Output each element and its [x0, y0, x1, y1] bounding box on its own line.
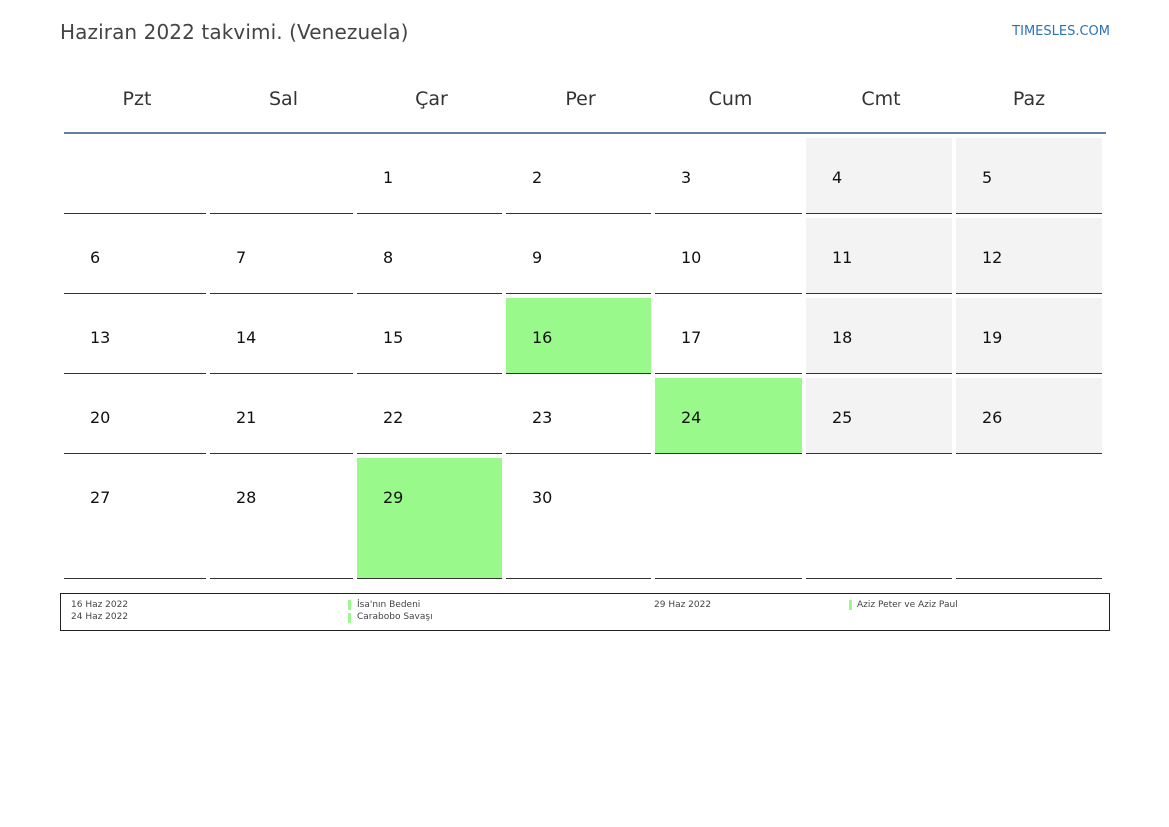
day-number: 9 — [532, 248, 543, 267]
day-number: 4 — [832, 168, 843, 187]
empty-day-cell — [956, 458, 1102, 579]
day-number: 12 — [982, 248, 1003, 267]
weekday-header-row: Pzt Sal Çar Per Cum Cmt Paz — [64, 70, 1106, 134]
day-cell[interactable]: 28 — [210, 458, 353, 579]
weekday-header: Sal — [269, 88, 298, 110]
day-cell[interactable]: 14 — [210, 298, 353, 374]
day-number: 25 — [832, 408, 853, 427]
day-number: 17 — [681, 328, 702, 347]
holiday-legend: 16 Haz 2022 İsa'nın Bedeni 24 Haz 2022 C… — [60, 593, 1110, 631]
day-cell[interactable]: 2 — [506, 138, 651, 214]
legend-holiday-name: İsa'nın Bedeni — [357, 600, 421, 610]
day-number: 16 — [532, 328, 553, 347]
day-cell-holiday[interactable]: 16 — [506, 298, 651, 374]
day-cell-holiday[interactable]: 29 — [357, 458, 502, 579]
week-row: 6 7 8 9 10 11 12 — [64, 218, 1106, 294]
week-row: 1 2 3 4 5 — [64, 138, 1106, 214]
week-row: 27 28 29 30 — [64, 458, 1106, 579]
legend-holiday-name: Carabobo Savaşı — [357, 612, 433, 622]
day-number: 19 — [982, 328, 1003, 347]
day-number: 11 — [832, 248, 853, 267]
day-cell-holiday[interactable]: 24 — [655, 378, 802, 454]
day-cell[interactable]: 26 — [956, 378, 1102, 454]
legend-color-marker — [348, 600, 351, 610]
day-cell[interactable]: 5 — [956, 138, 1102, 214]
day-number: 26 — [982, 408, 1003, 427]
calendar-grid: Pzt Sal Çar Per Cum Cmt Paz 1 2 3 4 5 6 7 8 9 10 11 12 13 1… — [64, 70, 1106, 583]
day-number: 23 — [532, 408, 553, 427]
week-row: 13 14 15 16 17 18 19 — [64, 298, 1106, 374]
weekday-header: Cum — [708, 88, 753, 110]
page-title: Haziran 2022 takvimi. (Venezuela) — [60, 20, 409, 44]
day-number: 30 — [532, 488, 553, 507]
day-number: 7 — [236, 248, 247, 267]
empty-day-cell — [210, 138, 353, 214]
weekday-header: Per — [565, 88, 596, 110]
day-number: 27 — [90, 488, 111, 507]
empty-day-cell — [806, 458, 952, 579]
day-number: 10 — [681, 248, 702, 267]
weekday-header: Cmt — [861, 88, 901, 110]
day-number: 15 — [383, 328, 404, 347]
day-cell[interactable]: 7 — [210, 218, 353, 294]
day-cell[interactable]: 20 — [64, 378, 206, 454]
weekday-header: Pzt — [122, 88, 152, 110]
day-cell[interactable]: 22 — [357, 378, 502, 454]
day-number: 24 — [681, 408, 702, 427]
day-cell[interactable]: 27 — [64, 458, 206, 579]
day-cell[interactable]: 13 — [64, 298, 206, 374]
day-number: 18 — [832, 328, 853, 347]
day-number: 8 — [383, 248, 394, 267]
day-cell[interactable]: 6 — [64, 218, 206, 294]
day-cell[interactable]: 3 — [655, 138, 802, 214]
day-cell[interactable]: 9 — [506, 218, 651, 294]
legend-color-marker — [348, 613, 351, 623]
day-number: 1 — [383, 168, 394, 187]
day-number: 20 — [90, 408, 111, 427]
day-cell[interactable]: 12 — [956, 218, 1102, 294]
day-number: 13 — [90, 328, 111, 347]
day-cell[interactable]: 4 — [806, 138, 952, 214]
day-cell[interactable]: 21 — [210, 378, 353, 454]
weekday-header: Paz — [1012, 88, 1046, 110]
day-number: 3 — [681, 168, 692, 187]
brand-link[interactable]: TIMESLES.COM — [1012, 24, 1110, 39]
day-cell[interactable]: 17 — [655, 298, 802, 374]
day-cell[interactable]: 15 — [357, 298, 502, 374]
calendar-weeks: 1 2 3 4 5 6 7 8 9 10 11 12 13 14 15 16 17 18 19 20 21 22 23 24 2… — [64, 138, 1106, 583]
day-number: 14 — [236, 328, 257, 347]
day-cell[interactable]: 11 — [806, 218, 952, 294]
day-number: 2 — [532, 168, 543, 187]
legend-date: 16 Haz 2022 — [71, 600, 129, 610]
empty-day-cell — [655, 458, 802, 579]
legend-date: 24 Haz 2022 — [71, 612, 129, 622]
legend-color-marker — [849, 600, 852, 610]
day-cell[interactable]: 30 — [506, 458, 651, 579]
empty-day-cell — [64, 138, 206, 214]
day-number: 22 — [383, 408, 404, 427]
day-cell[interactable]: 25 — [806, 378, 952, 454]
legend-holiday-name: Aziz Peter ve Aziz Paul — [857, 600, 958, 610]
day-number: 21 — [236, 408, 257, 427]
day-cell[interactable]: 10 — [655, 218, 802, 294]
day-cell[interactable]: 1 — [357, 138, 502, 214]
day-number: 6 — [90, 248, 101, 267]
day-cell[interactable]: 8 — [357, 218, 502, 294]
day-number: 29 — [383, 488, 404, 507]
week-row: 20 21 22 23 24 25 26 — [64, 378, 1106, 454]
day-number: 28 — [236, 488, 257, 507]
day-number: 5 — [982, 168, 993, 187]
day-cell[interactable]: 19 — [956, 298, 1102, 374]
day-cell[interactable]: 23 — [506, 378, 651, 454]
day-cell[interactable]: 18 — [806, 298, 952, 374]
legend-date: 29 Haz 2022 — [654, 600, 712, 610]
weekday-header: Çar — [415, 88, 448, 110]
